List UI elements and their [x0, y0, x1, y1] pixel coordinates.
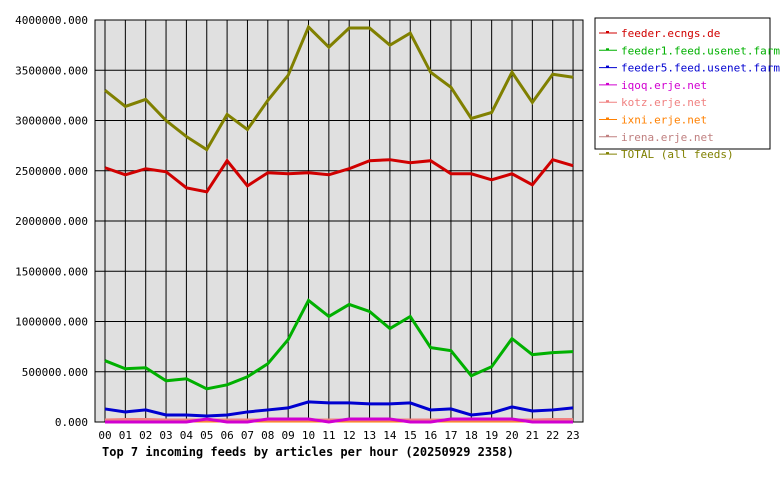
chart-title: Top 7 incoming feeds by articles per hou…	[102, 445, 514, 459]
x-tick-label: 06	[220, 429, 233, 442]
y-tick-label: 2500000.000	[15, 165, 88, 178]
y-tick-label: 1000000.000	[15, 316, 88, 329]
series-line-7	[104, 24, 574, 152]
y-tick-label: 3000000.000	[15, 115, 88, 128]
x-tick-label: 23	[566, 429, 579, 442]
legend-label: kotz.erje.net	[621, 96, 707, 109]
legend-marker	[606, 65, 609, 68]
series-line-1	[104, 298, 574, 391]
y-tick-label: 1500000.000	[15, 265, 88, 278]
x-tick-label: 17	[444, 429, 457, 442]
x-tick-label: 16	[424, 429, 437, 442]
x-tick-label: 10	[302, 429, 315, 442]
legend-marker	[606, 100, 609, 103]
x-tick-label: 08	[261, 429, 274, 442]
legend-marker	[606, 48, 609, 51]
x-tick-label: 22	[546, 429, 559, 442]
x-tick-label: 15	[404, 429, 417, 442]
x-tick-label: 20	[505, 429, 518, 442]
y-tick-label: 0.000	[55, 416, 88, 429]
legend-marker	[606, 152, 609, 155]
x-tick-label: 02	[139, 429, 152, 442]
x-tick-label: 13	[363, 429, 376, 442]
y-tick-label: 3500000.000	[15, 64, 88, 77]
x-tick-label: 09	[282, 429, 295, 442]
legend-label: feeder.ecngs.de	[621, 27, 720, 40]
legend-marker	[606, 31, 609, 33]
legend-marker	[606, 82, 609, 85]
legend-label: iqoq.erje.net	[621, 79, 707, 92]
x-tick-label: 00	[98, 429, 111, 442]
legend-label: feeder5.feed.usenet.farm	[621, 62, 780, 75]
legend-label: ixni.erje.net	[621, 114, 707, 127]
x-tick-label: 11	[322, 429, 335, 442]
legend-label: TOTAL (all feeds)	[621, 148, 734, 161]
y-tick-label: 500000.000	[22, 366, 88, 379]
series-line-2	[104, 400, 574, 418]
y-tick-label: 4000000.000	[15, 14, 88, 27]
y-tick-label: 2000000.000	[15, 215, 88, 228]
x-tick-label: 03	[159, 429, 172, 442]
legend-marker	[606, 117, 609, 120]
legend-marker	[606, 134, 609, 137]
x-tick-label: 04	[180, 429, 194, 442]
x-tick-label: 01	[119, 429, 132, 442]
series-line-0	[104, 157, 574, 194]
legend	[594, 17, 771, 150]
x-tick-label: 07	[241, 429, 254, 442]
x-tick-label: 19	[485, 429, 498, 442]
x-tick-label: 05	[200, 429, 213, 442]
x-tick-label: 18	[465, 429, 478, 442]
legend-label: irena.erje.net	[621, 131, 714, 144]
series-line-3	[105, 417, 574, 424]
x-tick-label: 14	[383, 429, 397, 442]
x-tick-label: 21	[526, 429, 539, 442]
legend-label: feeder1.feed.usenet.farm	[621, 44, 780, 57]
x-tick-label: 12	[343, 429, 356, 442]
